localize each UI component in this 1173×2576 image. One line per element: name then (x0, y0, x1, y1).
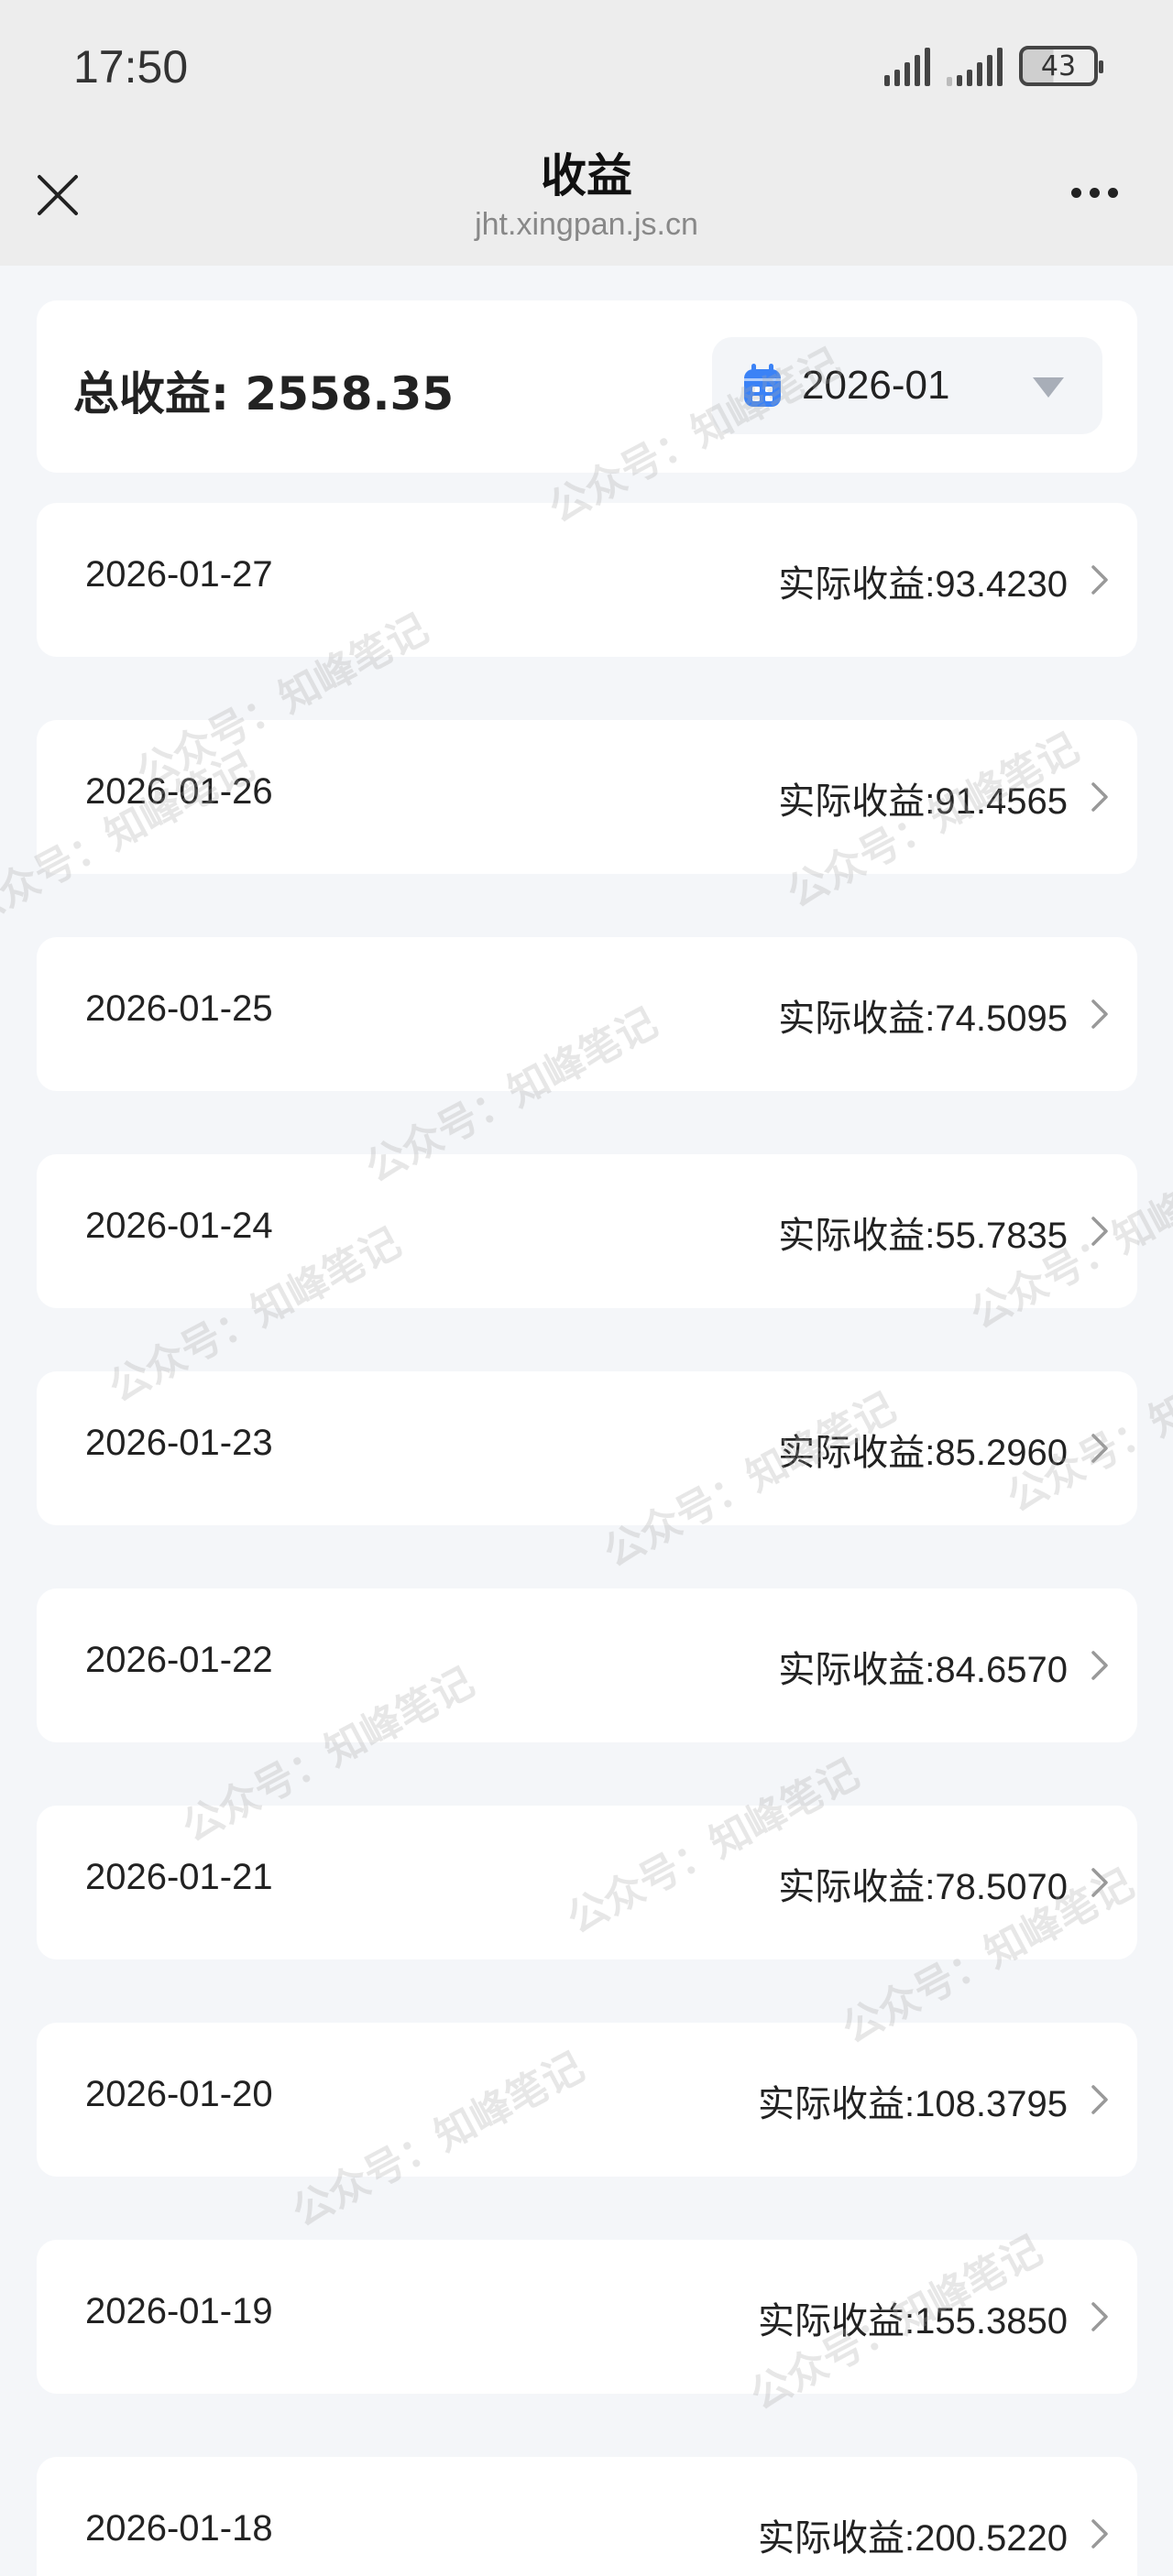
chevron-right-icon (1091, 1217, 1108, 1246)
signal-icon (884, 48, 930, 86)
row-amount: 实际收益:93.4230 (778, 564, 1068, 605)
row-date: 2026-01-27 (85, 554, 273, 595)
row-amount: 实际收益:84.6570 (778, 1650, 1068, 1690)
row-amount: 实际收益:108.3795 (758, 2084, 1068, 2124)
list-item[interactable]: 2026-01-24 实际收益:55.7835 (37, 1154, 1137, 1308)
top-bar: 17:50 43 收益 jht.xingpan.js.cn (0, 0, 1173, 266)
chevron-right-icon (1091, 565, 1108, 595)
list-item[interactable]: 2026-01-21 实际收益:78.5070 (37, 1806, 1137, 1959)
calendar-icon (744, 364, 781, 407)
list-item[interactable]: 2026-01-26 实际收益:91.4565 (37, 720, 1137, 874)
chevron-right-icon (1091, 2519, 1108, 2549)
list-item[interactable]: 2026-01-22 实际收益:84.6570 (37, 1588, 1137, 1742)
row-date: 2026-01-22 (85, 1640, 273, 1680)
row-amount: 实际收益:91.4565 (778, 781, 1068, 822)
signal-icon-2 (947, 48, 1003, 86)
chevron-right-icon (1091, 1651, 1108, 1680)
row-date: 2026-01-24 (85, 1206, 273, 1246)
row-date: 2026-01-23 (85, 1423, 273, 1463)
row-date: 2026-01-26 (85, 771, 273, 812)
chevron-right-icon (1091, 2302, 1108, 2331)
total-earnings: 总收益: 2558.35 (73, 367, 455, 420)
row-amount: 实际收益:85.2960 (778, 1433, 1068, 1473)
list-item[interactable]: 2026-01-23 实际收益:85.2960 (37, 1371, 1137, 1525)
status-time: 17:50 (73, 41, 189, 93)
more-icon[interactable] (1071, 188, 1118, 198)
close-icon[interactable] (37, 174, 79, 216)
month-value: 2026-01 (802, 363, 950, 408)
row-date: 2026-01-20 (85, 2074, 273, 2114)
chevron-right-icon (1091, 1434, 1108, 1463)
list-item[interactable]: 2026-01-25 实际收益:74.5095 (37, 937, 1137, 1091)
chevron-right-icon (1091, 1868, 1108, 1897)
chevron-right-icon (1091, 782, 1108, 812)
list-item[interactable]: 2026-01-18 实际收益:200.5220 (37, 2457, 1137, 2576)
row-date: 2026-01-21 (85, 1857, 273, 1897)
list-item[interactable]: 2026-01-20 实际收益:108.3795 (37, 2023, 1137, 2177)
battery-icon: 43 (1019, 46, 1103, 86)
battery-level: 43 (1040, 49, 1077, 82)
row-amount: 实际收益:200.5220 (758, 2518, 1068, 2559)
row-date: 2026-01-25 (85, 988, 273, 1029)
list-item[interactable]: 2026-01-19 实际收益:155.3850 (37, 2240, 1137, 2394)
row-date: 2026-01-19 (85, 2291, 273, 2331)
row-amount: 实际收益:74.5095 (778, 999, 1068, 1039)
chevron-down-icon (1033, 377, 1064, 398)
row-date: 2026-01-18 (85, 2508, 273, 2549)
status-icons: 43 (884, 46, 1103, 86)
row-amount: 实际收益:78.5070 (778, 1867, 1068, 1907)
chevron-right-icon (1091, 2085, 1108, 2114)
row-amount: 实际收益:155.3850 (758, 2301, 1068, 2341)
row-amount: 实际收益:55.7835 (778, 1216, 1068, 1256)
chevron-right-icon (1091, 999, 1108, 1029)
page-url: jht.xingpan.js.cn (475, 207, 698, 242)
summary-card: 总收益: 2558.35 2026-01 (37, 300, 1137, 473)
page-title: 收益 (541, 149, 632, 202)
month-picker[interactable]: 2026-01 (712, 337, 1102, 434)
list-item[interactable]: 2026-01-27 实际收益:93.4230 (37, 503, 1137, 657)
